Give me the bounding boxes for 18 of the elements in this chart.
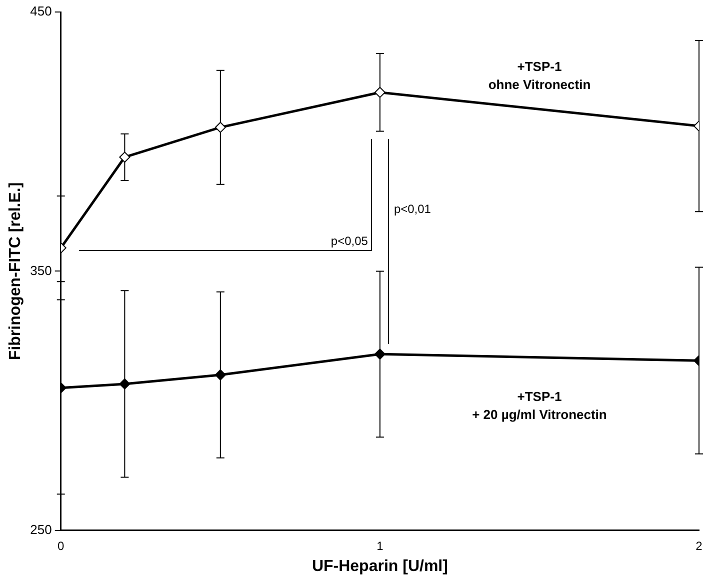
series-label: +TSP-1 ohne Vitronectin <box>488 58 591 92</box>
y-tick-label: 350 <box>30 262 52 278</box>
y-tick-label: 450 <box>30 4 52 19</box>
y-axis-title: Fibrinogen-FITC [rel.E.] <box>7 182 24 360</box>
point <box>214 122 226 133</box>
x-tick-label: 1 <box>376 538 384 553</box>
point <box>119 152 130 163</box>
point <box>374 86 386 98</box>
y-tick-label: 250 <box>30 522 52 537</box>
x-tick-label: 2 <box>696 538 703 553</box>
point <box>119 378 130 390</box>
annotation: p<0,05 <box>330 234 368 248</box>
x-axis-title: UF-Heparin [U/ml] <box>312 558 448 575</box>
x-tick-label: 0 <box>58 538 65 553</box>
point <box>214 369 226 380</box>
text: +TSP-1 + 20 µg/ml Vitronectin <box>472 388 607 422</box>
annotation: p<0,01 <box>394 202 431 216</box>
point <box>374 348 386 360</box>
